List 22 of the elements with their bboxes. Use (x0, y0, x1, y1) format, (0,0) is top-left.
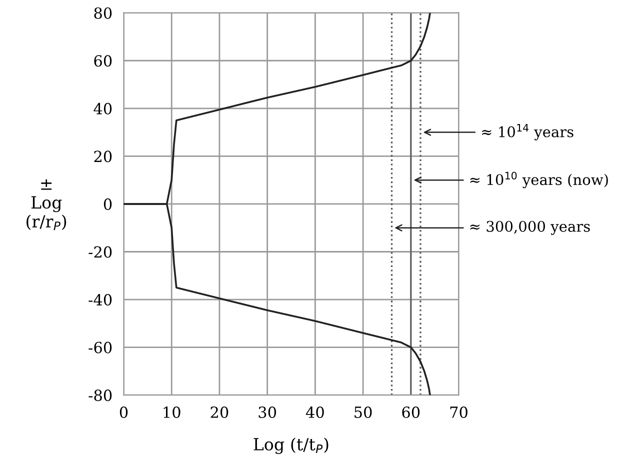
x-tick-label: 50 (354, 406, 372, 418)
ref-line-label: ≈ 300,000 years (470, 220, 590, 235)
ref-line-label: ≈ 10$^{14}$ years (482, 124, 574, 140)
x-tick-label: 20 (210, 406, 228, 418)
y-tick-label: -80 (88, 390, 112, 402)
x-tick-label: 10 (164, 406, 180, 418)
x-tick-label: 0 (120, 406, 128, 418)
y-tick-label: -60 (88, 342, 112, 354)
x-tick-label: 30 (258, 406, 276, 418)
y-tick-label: -40 (88, 294, 112, 306)
x-tick-label: 70 (450, 406, 468, 418)
y-tick-label: 0 (104, 198, 112, 210)
ref-line-label: ≈ 10$^{10}$ years (now) (470, 172, 608, 188)
y-tick-label: 20 (94, 150, 112, 162)
x-tick-label: 40 (306, 406, 324, 418)
x-tick-label: 60 (402, 406, 420, 418)
y-axis-title: ± Log (r/r$_{P}$) (26, 179, 66, 230)
y-tick-label: 60 (94, 55, 112, 67)
x-axis-title: Log (t/t$_{P}$) (254, 438, 328, 454)
y-tick-label: 80 (94, 7, 112, 19)
y-tick-label: 40 (94, 102, 112, 114)
y-tick-label: -20 (88, 246, 112, 258)
